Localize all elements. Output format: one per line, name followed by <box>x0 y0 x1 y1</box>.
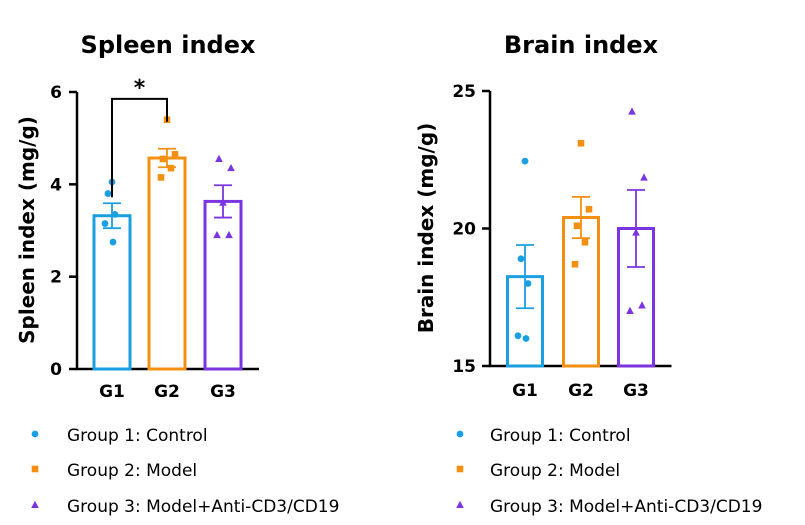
data-point-g3 <box>632 228 640 236</box>
chart-title: Brain index <box>504 31 659 59</box>
legend-label: Group 3: Model+Anti-CD3/CD19 <box>490 497 762 517</box>
data-point-g2 <box>581 238 589 246</box>
y-tick-label: 2 <box>50 268 62 288</box>
data-point-g1 <box>514 332 522 340</box>
legend-label: Group 1: Control <box>67 426 208 446</box>
data-point-g2 <box>159 155 167 163</box>
data-point-g2 <box>577 139 585 147</box>
chart-legend: Group 1: Control Group 2: Model Group 3: M… <box>31 426 762 517</box>
data-point-g2 <box>157 174 165 181</box>
y-axis-label: Brain index (mg/g) <box>414 123 438 334</box>
data-point-g3 <box>215 154 223 162</box>
y-tick-label: 20 <box>452 220 476 240</box>
bar-g2 <box>562 216 600 368</box>
data-point-g3 <box>227 163 235 172</box>
data-point-g3 <box>628 107 636 115</box>
data-point-g2 <box>573 222 581 230</box>
y-tick-label: 15 <box>452 357 476 377</box>
legend-marker-square <box>31 465 39 473</box>
legend-marker-square <box>456 465 464 473</box>
spleen-index-chart: Spleen index Spleen index (mg/g) 0 2 4 6 G1 G2 G… <box>15 31 259 402</box>
x-tick-label: G3 <box>210 382 236 402</box>
data-point-g1 <box>109 238 117 246</box>
legend-marker-circle <box>456 430 464 438</box>
bar-g2 <box>147 156 187 371</box>
data-point-g3 <box>626 306 634 314</box>
legend-marker-triangle <box>456 500 464 508</box>
x-tick-label: G2 <box>154 382 180 402</box>
chart-title: Spleen index <box>81 31 256 59</box>
data-point-g1 <box>517 255 525 263</box>
bar-g1 <box>92 214 132 371</box>
brain-index-chart: Brain index Brain index (mg/g) 15 20 25 G1 G2 G… <box>414 31 672 401</box>
y-tick-label: 25 <box>452 82 476 102</box>
data-point-g1 <box>101 220 109 227</box>
legend-label: Group 2: Model <box>490 461 620 481</box>
data-point-g2 <box>571 260 579 268</box>
data-point-g3 <box>225 230 233 239</box>
x-tick-label: G1 <box>512 381 538 401</box>
legend-label: Group 2: Model <box>67 461 197 481</box>
data-point-g2 <box>167 164 175 172</box>
data-point-g3 <box>638 301 646 309</box>
data-point-g1 <box>524 280 532 287</box>
y-tick-label: 6 <box>50 83 62 103</box>
data-point-g1 <box>104 190 112 197</box>
data-point-g1 <box>111 210 119 218</box>
data-point-g3 <box>219 198 227 206</box>
legend-marker-circle <box>31 430 39 438</box>
data-point-g3 <box>213 230 221 239</box>
data-point-g3 <box>640 173 648 181</box>
legend-label: Group 3: Model+Anti-CD3/CD19 <box>67 497 339 517</box>
legend-marker-triangle <box>31 500 39 508</box>
significance-label: * <box>134 76 146 101</box>
y-axis-label: Spleen index (mg/g) <box>15 116 39 344</box>
y-tick-label: 0 <box>50 360 62 380</box>
y-tick-label: 4 <box>50 175 62 195</box>
data-point-g2 <box>585 205 593 213</box>
data-point-g1 <box>521 157 529 165</box>
data-point-g1 <box>522 335 530 342</box>
x-tick-label: G1 <box>99 382 125 402</box>
legend-label: Group 1: Control <box>490 426 631 446</box>
x-tick-label: G3 <box>623 381 649 401</box>
data-point-g2 <box>171 151 179 158</box>
bar-g3 <box>203 199 243 371</box>
x-tick-label: G2 <box>568 381 594 401</box>
significance-bracket <box>111 97 168 198</box>
